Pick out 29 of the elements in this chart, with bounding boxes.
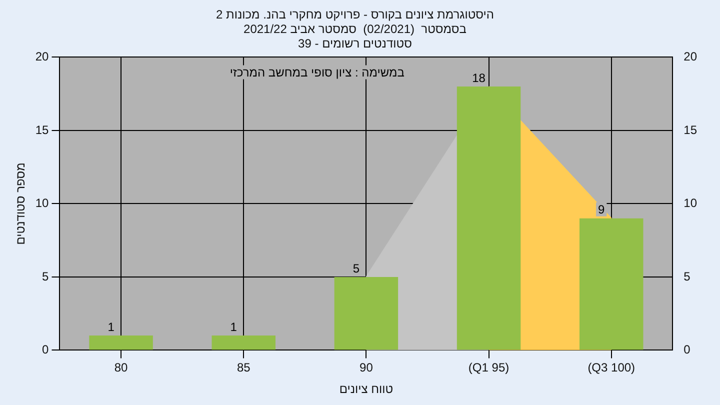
y2-tick-label: 0 (684, 342, 691, 357)
y2-tick-label: 10 (684, 196, 698, 210)
bar (89, 336, 153, 350)
chart-subtitle: בסמסטר (02/2021) סמסטר אביב 2021/22 סטודנטים רשומים - 39 (244, 22, 466, 50)
data-label: 1 (108, 320, 115, 334)
data-label: 5 (352, 261, 360, 276)
x-tick-label: 85 (236, 360, 251, 375)
y2-tick-label: 20 (684, 50, 698, 64)
x-axis-title: טווח ציונים (339, 382, 394, 396)
y-tick-label: 20 (35, 50, 50, 64)
y-tick-label: 5 (42, 269, 50, 284)
chart-title: היסטוגרמת ציונים בקורס - פרויקט מחקרי בהנ. מכונות 2 (216, 8, 494, 22)
x-tick-label: (Q3 100) (588, 360, 636, 375)
y2-tick-label: 5 (684, 269, 691, 284)
x-tick-label: 90 (360, 360, 374, 375)
bar (212, 336, 276, 350)
x-tick-label: 80 (114, 360, 128, 375)
y-tick-label: 10 (35, 196, 50, 210)
data-label: 9 (598, 202, 606, 217)
y2-tick-label: 15 (684, 122, 698, 137)
bar (334, 276, 398, 350)
bar (579, 218, 644, 350)
y-axis-title: מספר סטודנטים (14, 162, 28, 245)
x-tick-label: (Q1 95) (468, 360, 510, 375)
annotation: במשימה : ציון סופי במחשב המרכזי (230, 66, 404, 80)
y-tick-label: 15 (35, 122, 50, 137)
data-label: 18 (472, 70, 486, 85)
y-tick-label: 0 (42, 342, 50, 357)
data-label: 1 (230, 320, 238, 334)
